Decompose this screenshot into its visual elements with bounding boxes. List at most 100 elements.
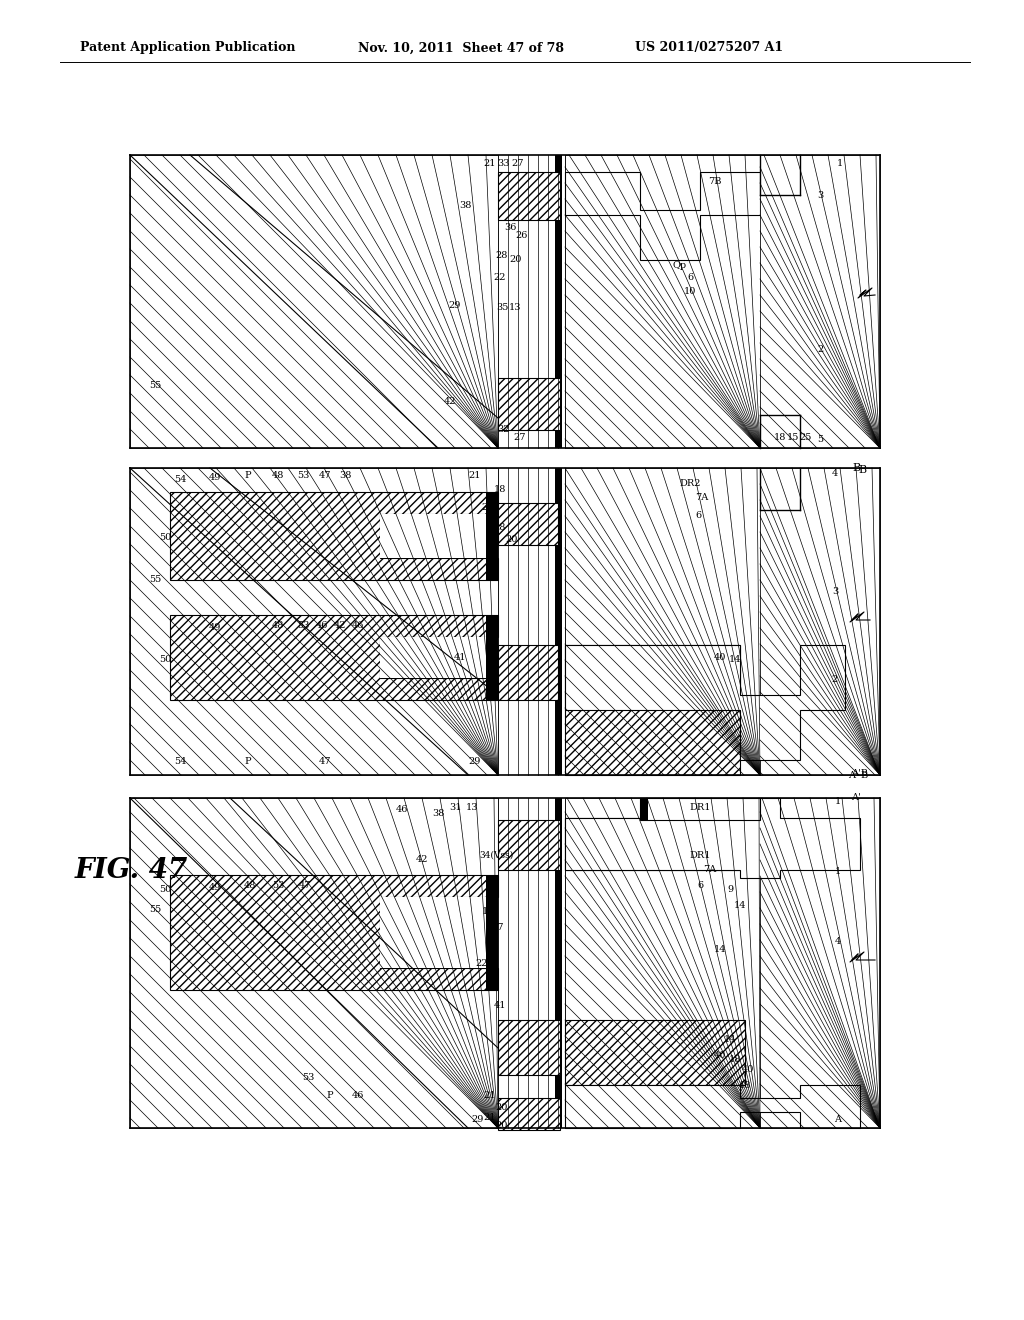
Text: B: B: [858, 465, 866, 475]
Text: 40: 40: [741, 1065, 755, 1074]
Text: 21: 21: [483, 1113, 497, 1122]
Text: US 2011/0275207 A1: US 2011/0275207 A1: [635, 41, 783, 54]
Text: 22: 22: [481, 503, 495, 512]
Text: 33: 33: [498, 158, 510, 168]
Text: 22: 22: [476, 960, 488, 969]
Text: 34(Vss): 34(Vss): [480, 850, 514, 859]
Bar: [640, 799, 648, 820]
Text: 53: 53: [297, 471, 309, 480]
Bar: [565, 799, 760, 1129]
Text: 4: 4: [835, 937, 841, 946]
Bar: [565, 1020, 745, 1085]
Text: 13: 13: [466, 804, 478, 813]
Text: 2: 2: [831, 676, 838, 685]
Text: A: A: [835, 1115, 842, 1125]
Text: 18: 18: [494, 486, 506, 495]
Text: 26: 26: [516, 231, 528, 240]
Text: 18: 18: [729, 1056, 741, 1064]
Bar: [760, 469, 880, 775]
Text: 6: 6: [695, 511, 701, 520]
Text: DR1: DR1: [689, 850, 711, 859]
Bar: [640, 799, 760, 820]
Bar: [380, 638, 498, 678]
Text: 22: 22: [494, 273, 506, 282]
Text: 54: 54: [174, 758, 186, 767]
Text: 27: 27: [514, 433, 526, 442]
Text: 35: 35: [496, 302, 508, 312]
Text: 46: 46: [352, 1090, 365, 1100]
Text: P: P: [327, 1090, 334, 1100]
Text: 31: 31: [449, 804, 461, 813]
Text: 7A: 7A: [703, 866, 717, 874]
Text: FIG. 47: FIG. 47: [75, 857, 188, 883]
Bar: [565, 469, 760, 775]
Text: Qp: Qp: [673, 260, 687, 269]
Text: 10: 10: [684, 288, 696, 297]
Bar: [565, 645, 740, 775]
Text: 29: 29: [472, 1115, 484, 1125]
Bar: [498, 645, 558, 700]
Text: 49: 49: [209, 474, 221, 483]
Text: A': A': [848, 771, 858, 780]
Text: P: P: [245, 471, 251, 480]
Bar: [130, 799, 498, 1129]
Text: 29: 29: [469, 758, 481, 767]
Text: 53: 53: [302, 1073, 314, 1082]
Text: 20: 20: [496, 1104, 508, 1113]
Text: 46: 46: [396, 805, 409, 814]
Text: 54: 54: [174, 475, 186, 484]
Text: 49: 49: [209, 623, 221, 632]
Bar: [555, 154, 562, 447]
Bar: [760, 799, 880, 1129]
Text: 47: 47: [318, 471, 331, 480]
Text: 15: 15: [786, 433, 799, 442]
Text: 32: 32: [497, 425, 509, 434]
Text: 14: 14: [729, 656, 741, 664]
Text: 46: 46: [352, 622, 365, 631]
Bar: [486, 875, 498, 990]
Text: Patent Application Publication: Patent Application Publication: [80, 41, 296, 54]
Text: 36: 36: [504, 223, 516, 232]
Bar: [498, 820, 560, 870]
Text: 27: 27: [512, 158, 524, 168]
Polygon shape: [170, 875, 498, 990]
Polygon shape: [565, 799, 860, 878]
Text: Nov. 10, 2011  Sheet 47 of 78: Nov. 10, 2011 Sheet 47 of 78: [358, 41, 564, 54]
Text: 7A: 7A: [695, 494, 709, 503]
Bar: [130, 469, 498, 775]
Polygon shape: [565, 645, 845, 760]
Text: 7B: 7B: [709, 177, 722, 186]
Text: 14: 14: [724, 1035, 736, 1044]
Text: 38: 38: [339, 471, 351, 480]
Text: 40: 40: [714, 1051, 726, 1060]
Text: 53: 53: [297, 622, 309, 631]
Bar: [498, 172, 560, 220]
Text: 48: 48: [271, 622, 285, 631]
Text: 50: 50: [159, 533, 171, 543]
Bar: [498, 1098, 560, 1130]
Text: 25: 25: [800, 433, 812, 442]
Text: P: P: [245, 758, 251, 767]
Text: 53: 53: [271, 882, 285, 891]
Text: 48: 48: [244, 882, 256, 891]
Text: 41: 41: [494, 1001, 506, 1010]
Text: 50: 50: [159, 886, 171, 895]
Text: 55: 55: [148, 906, 161, 915]
Text: 28: 28: [487, 974, 500, 982]
Text: 20: 20: [506, 536, 518, 544]
Text: 4: 4: [831, 470, 838, 479]
Bar: [130, 154, 498, 447]
Text: 47: 47: [299, 882, 311, 891]
Text: 3: 3: [817, 190, 823, 199]
Polygon shape: [170, 492, 498, 579]
Text: 42: 42: [443, 397, 457, 407]
Text: 1: 1: [835, 797, 841, 807]
Text: 3: 3: [831, 587, 838, 597]
Text: 21: 21: [483, 1090, 497, 1100]
Text: 42: 42: [334, 622, 346, 631]
Text: 29: 29: [449, 301, 461, 309]
Text: 47: 47: [318, 758, 331, 767]
Text: 42: 42: [416, 855, 428, 865]
Text: DR2: DR2: [679, 479, 700, 488]
Text: A': A': [851, 793, 861, 803]
